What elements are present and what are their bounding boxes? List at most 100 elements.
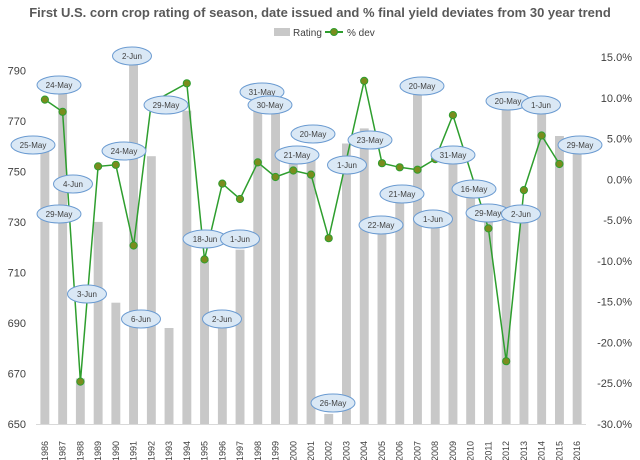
rating-bar-1996 xyxy=(217,328,227,424)
date-bubble-shape-2014 xyxy=(521,95,561,115)
x-tick-1989: 1989 xyxy=(93,441,103,460)
date-bubble-label-1994: 29-May xyxy=(153,101,180,110)
rating-bar-2000 xyxy=(288,146,298,424)
date-bubble-2006: 21-May xyxy=(379,184,425,204)
rating-bar-2010 xyxy=(466,196,476,424)
rating-bar-2001 xyxy=(306,153,316,424)
x-tick-1988: 1988 xyxy=(75,441,85,460)
rating-bar-2002 xyxy=(324,413,334,424)
date-bubble-shape-2008 xyxy=(413,209,453,229)
date-bubble-label-1989: 4-Jun xyxy=(63,180,83,189)
left-tick-750: 750 xyxy=(8,166,26,178)
date-bubble-2002: 26-May xyxy=(310,393,356,413)
x-tick-1994: 1994 xyxy=(182,441,192,460)
date-bubble-2005: 22-May xyxy=(358,215,404,235)
date-bubble-shape-2004 xyxy=(347,130,393,150)
dev-point-2015 xyxy=(555,159,564,169)
rating-bar-2003 xyxy=(342,143,351,424)
dev-point-1986 xyxy=(40,95,50,104)
date-bubble-label-1996: 2-Jun xyxy=(212,315,232,324)
date-bubble-shape-1988 xyxy=(36,204,82,224)
date-bubble-1986: 25-May xyxy=(10,135,56,155)
date-bubble-1991: 2-Jun xyxy=(112,46,152,66)
date-bubble-label-2012: 20-May xyxy=(495,97,522,106)
date-bubble-shape-2003 xyxy=(327,155,367,175)
dev-point-2011 xyxy=(484,224,493,233)
date-bubble-label-1997: 1-Jun xyxy=(230,235,250,244)
rating-bar-1995 xyxy=(200,259,209,424)
date-bubble-1988: 29-May xyxy=(36,204,82,224)
date-bubble-shape-2007 xyxy=(399,76,445,96)
left-tick-690: 690 xyxy=(8,318,26,330)
date-bubble-2013: 2-Jun xyxy=(501,204,541,224)
date-bubble-label-2011: 29-May xyxy=(475,209,502,218)
date-bubble-label-2014: 1-Jun xyxy=(531,101,551,110)
x-tick-2010: 2010 xyxy=(466,441,476,460)
right-tick-7: 5.0% xyxy=(607,134,632,146)
rating-bar-2007 xyxy=(413,90,422,424)
x-tick-2004: 2004 xyxy=(359,441,369,460)
date-bubble-shape-1990 xyxy=(67,284,107,304)
rating-bar-1991 xyxy=(129,55,138,424)
date-bubble-2007: 20-May xyxy=(399,76,445,96)
right-tick-4: -10.0% xyxy=(597,256,632,268)
dev-point-2001 xyxy=(306,170,316,179)
rating-bar-2006 xyxy=(395,201,405,424)
x-tick-1999: 1999 xyxy=(271,441,281,460)
date-bubble-shape-1994 xyxy=(143,95,189,115)
date-bubble-shape-2000 xyxy=(274,145,320,165)
rating-bar-1999 xyxy=(271,110,280,424)
x-tick-2005: 2005 xyxy=(377,441,387,460)
dev-point-2009 xyxy=(448,111,457,120)
date-annotations: 25-May 24-May 29-May 4-Jun 3-Jun 2-Jun 24-May 6… xyxy=(10,46,603,413)
dev-point-1998 xyxy=(253,158,262,167)
dev-point-1997 xyxy=(235,194,245,204)
dev-point-2014 xyxy=(537,131,546,140)
date-bubble-shape-2005 xyxy=(358,215,404,235)
date-bubble-label-1995: 18-Jun xyxy=(193,235,217,244)
right-tick-2: -20.0% xyxy=(597,338,632,350)
x-tick-2011: 2011 xyxy=(483,441,493,460)
date-bubble-label-2007: 20-May xyxy=(409,82,436,91)
x-tick-2002: 2002 xyxy=(324,441,334,460)
right-tick-6: 0.0% xyxy=(607,175,632,187)
date-bubble-shape-2013 xyxy=(501,204,541,224)
legend: Rating % dev xyxy=(274,28,375,39)
rating-bar-2015 xyxy=(555,136,564,424)
date-bubble-label-2001: 20-May xyxy=(300,130,327,139)
date-bubble-1996: 2-Jun xyxy=(202,309,242,329)
rating-bar-2004 xyxy=(359,128,369,424)
date-bubble-label-2002: 26-May xyxy=(320,399,347,408)
dev-point-2002 xyxy=(324,234,333,243)
legend-label-rating: Rating xyxy=(293,28,322,39)
rating-bar-1986 xyxy=(40,151,50,424)
dev-point-1991 xyxy=(129,241,138,250)
date-bubble-2014: 1-Jun xyxy=(521,95,561,115)
date-bubble-shape-1999 xyxy=(247,95,293,115)
date-bubble-1987: 24-May xyxy=(36,75,82,95)
date-bubble-1997: 1-Jun xyxy=(220,229,260,249)
dev-point-1987 xyxy=(58,107,67,116)
x-tick-2001: 2001 xyxy=(306,441,316,460)
left-tick-650: 650 xyxy=(8,419,26,431)
date-bubble-2000: 21-May xyxy=(274,145,320,165)
rating-bar-1997 xyxy=(235,249,245,424)
x-tick-1993: 1993 xyxy=(164,441,174,460)
date-bubble-1990: 3-Jun xyxy=(67,284,107,304)
dev-point-2004 xyxy=(360,76,369,86)
date-bubble-label-1998: 31-May xyxy=(249,88,276,97)
date-bubble-shape-2009 xyxy=(430,145,476,165)
date-bubble-2009: 31-May xyxy=(430,145,476,165)
x-tick-1995: 1995 xyxy=(200,441,210,460)
x-tick-2006: 2006 xyxy=(395,441,405,460)
date-bubble-1992: 24-May xyxy=(101,141,147,161)
dev-point-2013 xyxy=(519,186,529,195)
dev-point-1994 xyxy=(182,79,191,88)
rating-bar-1998 xyxy=(253,98,263,424)
x-tick-2015: 2015 xyxy=(554,441,564,460)
dev-point-1988 xyxy=(76,377,85,386)
date-bubble-2008: 1-Jun xyxy=(413,209,453,229)
x-tick-1990: 1990 xyxy=(111,441,121,460)
rating-bars xyxy=(40,55,582,424)
